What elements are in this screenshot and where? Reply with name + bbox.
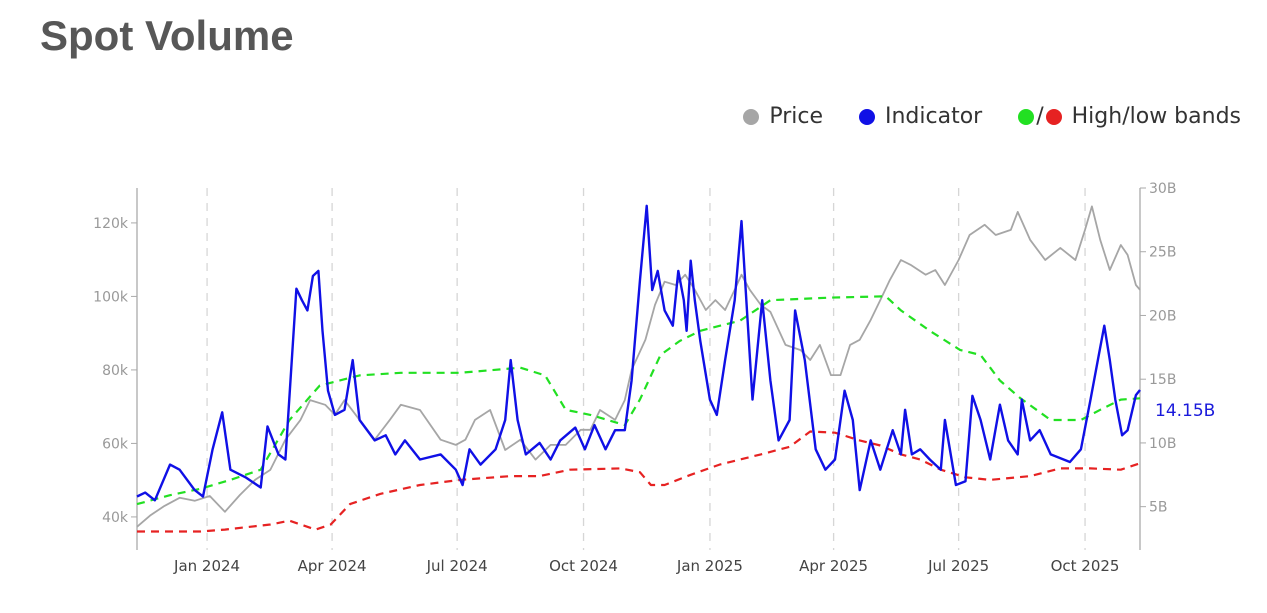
- series-low-band: [137, 430, 1141, 533]
- legend-separator: /: [1036, 104, 1044, 129]
- x-tick-label: Apr 2024: [298, 557, 367, 575]
- left-tick-label: 60k: [102, 436, 129, 452]
- legend-label-indicator: Indicator: [885, 104, 983, 129]
- series-price: [136, 205, 1141, 528]
- left-tick-label: 100k: [93, 289, 129, 305]
- labels: Jan 2024 Apr 2024 Jul 2024 Oct 2024 Jan 2025…: [93, 181, 1215, 575]
- right-tick-label: 15B: [1149, 372, 1176, 388]
- high-band-dot-icon: [1018, 108, 1035, 125]
- last-value-label: 14.15B: [1155, 401, 1215, 421]
- x-tick-label: Apr 2025: [799, 557, 868, 575]
- price-dot-icon: [743, 108, 760, 125]
- indicator-dot-icon: [859, 108, 875, 125]
- left-tick-label: 120k: [93, 216, 129, 232]
- x-tick-label: Oct 2024: [549, 557, 618, 575]
- left-tick-label: 80k: [102, 363, 129, 379]
- page-title: Spot Volume: [40, 12, 294, 59]
- right-tick-label: 5B: [1149, 500, 1168, 516]
- x-tick-label: Oct 2025: [1051, 557, 1120, 575]
- legend-item-indicator[interactable]: Indicator: [859, 104, 982, 129]
- legend: Price Indicator / High/low bands: [707, 104, 1241, 129]
- series-indicator: [136, 204, 1141, 502]
- series-line-price: [136, 205, 1141, 528]
- right-tick-label: 20B: [1149, 308, 1176, 324]
- series-line-high-band: [136, 295, 1141, 506]
- x-tick-label: Jul 2025: [927, 557, 989, 575]
- legend-label-price: Price: [769, 104, 823, 129]
- right-tick-label: 10B: [1149, 436, 1176, 452]
- series-line-indicator: [136, 204, 1141, 502]
- series-line-low-band: [137, 430, 1141, 533]
- legend-item-bands[interactable]: / High/low bands: [1018, 104, 1241, 129]
- right-tick-label: 25B: [1149, 245, 1176, 261]
- right-tick-label: 30B: [1149, 181, 1176, 197]
- low-band-dot-icon: [1045, 108, 1062, 125]
- axes: [131, 187, 1146, 550]
- x-tick-label: Jan 2024: [173, 557, 240, 575]
- legend-item-price[interactable]: Price: [743, 104, 823, 129]
- x-tick-label: Jan 2025: [676, 557, 743, 575]
- series-high-band: [136, 295, 1141, 506]
- x-tick-label: Jul 2024: [426, 557, 488, 575]
- left-tick-label: 40k: [102, 510, 129, 526]
- series-layer: [136, 204, 1141, 533]
- legend-label-bands: High/low bands: [1071, 104, 1241, 129]
- grid: [206, 188, 1086, 550]
